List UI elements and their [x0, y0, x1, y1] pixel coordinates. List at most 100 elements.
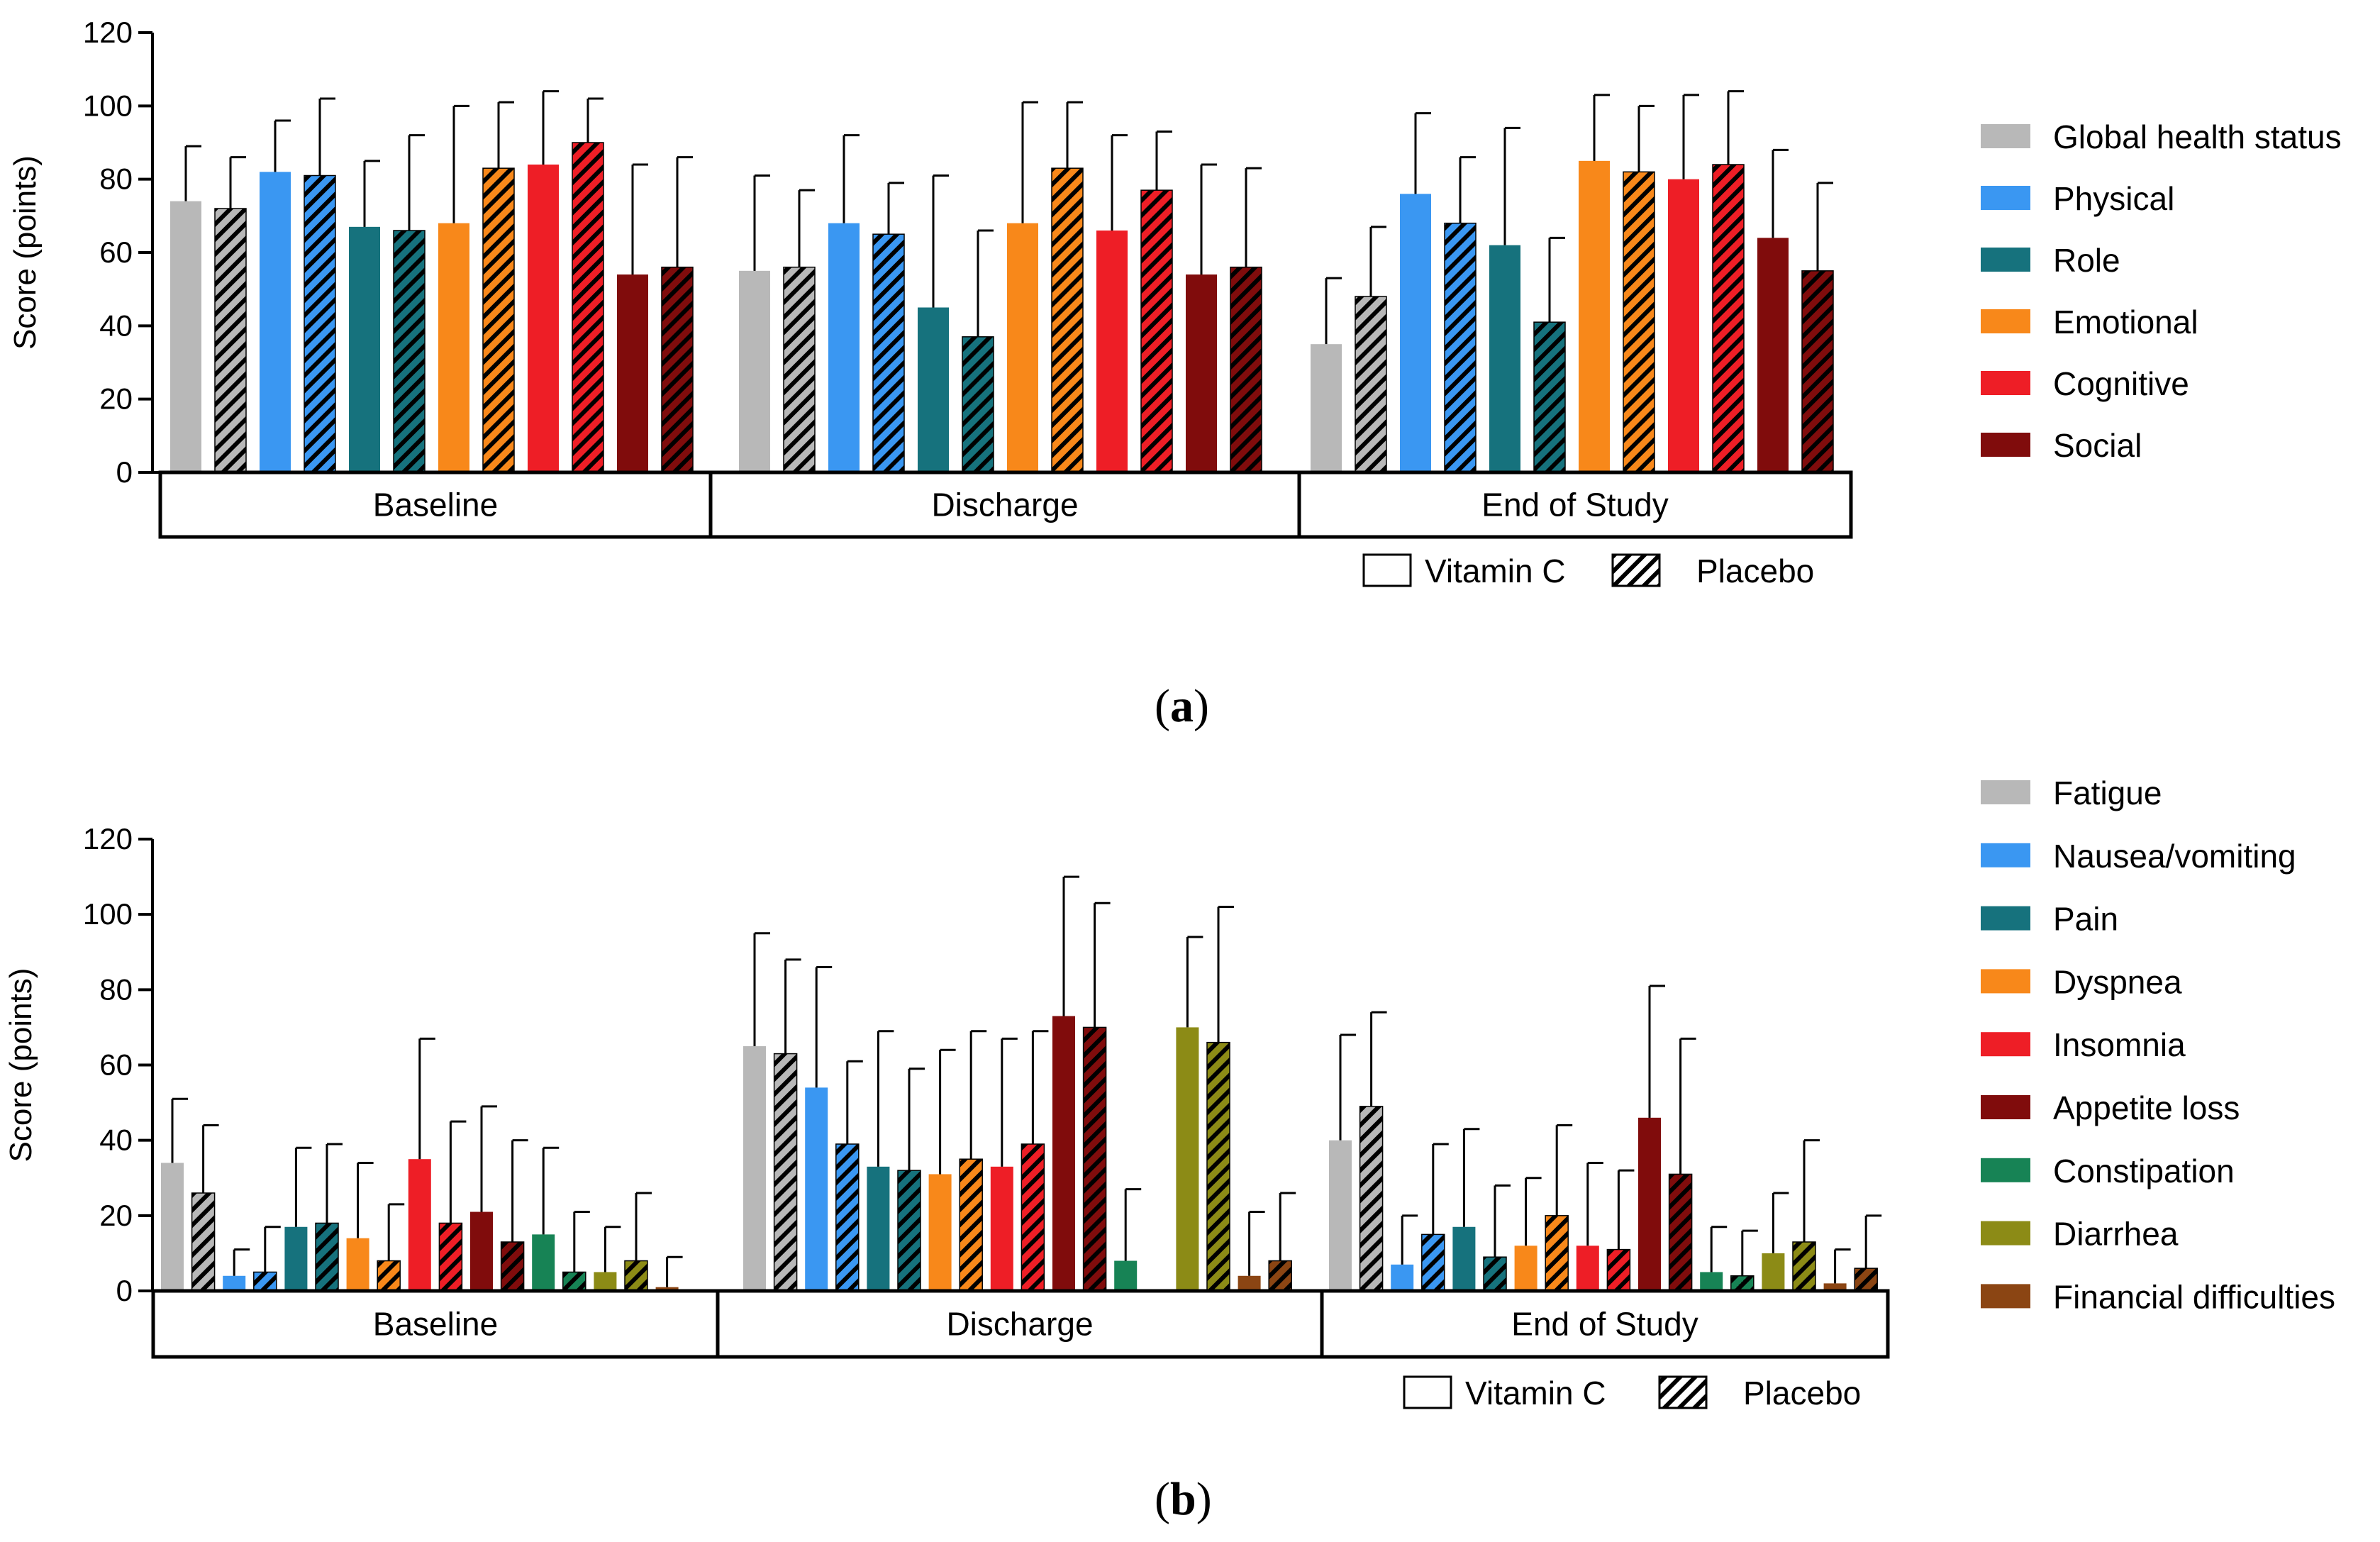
legend-label-nausea-vomiting: Nausea/vomiting — [2053, 838, 2296, 875]
panel-label-b: (b) — [1155, 1473, 1212, 1525]
bar-constipation-vitamin-c-end-of-study — [1700, 1272, 1723, 1291]
bar-nausea-vomiting-placebo-discharge — [835, 1143, 860, 1292]
group-label-box — [158, 470, 1853, 539]
bar-physical-vitamin-c-discharge — [828, 223, 860, 472]
legend-swatch-social — [1981, 433, 2030, 457]
bar-global-health-status-placebo-end-of-study — [1355, 296, 1387, 473]
y-tick-label: 40 — [99, 309, 133, 342]
bar-constipation-placebo-baseline — [562, 1271, 586, 1292]
bar-emotional-vitamin-c-baseline — [438, 223, 469, 472]
bar-financial-difficulties-vitamin-c-discharge — [1238, 1275, 1261, 1291]
bar-social-vitamin-c-end-of-study — [1757, 238, 1789, 472]
bar-role-placebo-baseline — [393, 230, 426, 473]
group-label-discharge: Discharge — [946, 1306, 1093, 1343]
y-tick-label: 80 — [99, 972, 133, 1006]
bar-fatigue-vitamin-c-baseline — [161, 1163, 184, 1291]
y-tick-label: 0 — [116, 455, 133, 489]
bar-dyspnea-placebo-end-of-study — [1545, 1215, 1569, 1292]
bar-cognitive-placebo-end-of-study — [1712, 164, 1745, 473]
bar-global-health-status-vitamin-c-baseline — [170, 201, 201, 472]
bar-cognitive-vitamin-c-discharge — [1096, 231, 1128, 472]
legend-label-fatigue: Fatigue — [2053, 775, 2162, 811]
bar-physical-placebo-discharge — [872, 233, 905, 473]
bar-constipation-vitamin-c-baseline — [532, 1234, 555, 1291]
y-tick-label: 20 — [99, 382, 133, 416]
bar-appetite-loss-vitamin-c-discharge — [1052, 1016, 1075, 1291]
bar-cognitive-placebo-baseline — [572, 142, 604, 473]
bar-financial-difficulties-placebo-discharge — [1268, 1260, 1292, 1292]
panel-label-a: (a) — [1155, 680, 1209, 732]
bar-financial-difficulties-vitamin-c-baseline — [655, 1287, 679, 1291]
legend-label-social: Social — [2053, 427, 2142, 464]
legend-swatch-fatigue — [1981, 780, 2030, 804]
legend-swatch-constipation — [1981, 1158, 2030, 1182]
bar-social-vitamin-c-baseline — [617, 274, 648, 472]
bar-diarrhea-vitamin-c-discharge — [1176, 1027, 1199, 1291]
legend-label-placebo: Placebo — [1743, 1375, 1861, 1411]
y-tick-label: 80 — [99, 162, 133, 196]
y-tick-label: 120 — [83, 822, 133, 855]
group-label-baseline: Baseline — [373, 487, 498, 523]
y-tick-label: 0 — [116, 1274, 133, 1307]
bar-pain-placebo-baseline — [315, 1222, 339, 1292]
legend-label-appetite-loss: Appetite loss — [2053, 1089, 2240, 1126]
bar-global-health-status-placebo-baseline — [214, 208, 247, 473]
legend-label-global-health-status: Global health status — [2053, 118, 2342, 155]
bar-emotional-placebo-baseline — [482, 167, 515, 473]
legend-swatch-placebo — [1611, 553, 1661, 587]
bar-financial-difficulties-placebo-end-of-study — [1854, 1268, 1878, 1292]
y-tick-label: 60 — [99, 1048, 133, 1082]
group-label-end-of-study: End of Study — [1511, 1306, 1698, 1343]
legend-label-vitamin-c: Vitamin C — [1425, 553, 1566, 589]
bar-physical-vitamin-c-baseline — [260, 172, 291, 473]
legend-label-constipation: Constipation — [2053, 1153, 2235, 1189]
legend-label-physical: Physical — [2053, 180, 2174, 217]
bar-cognitive-vitamin-c-end-of-study — [1668, 179, 1699, 472]
y-tick-label: 100 — [83, 89, 133, 122]
bar-role-placebo-discharge — [962, 336, 994, 473]
bar-global-health-status-vitamin-c-discharge — [739, 270, 770, 472]
legend-swatch-financial-difficulties — [1981, 1284, 2030, 1309]
bar-social-placebo-end-of-study — [1801, 270, 1834, 473]
bar-diarrhea-placebo-baseline — [624, 1260, 648, 1292]
legend-swatch-dyspnea — [1981, 969, 2030, 994]
legend-swatch-nausea-vomiting — [1981, 843, 2030, 867]
bar-insomnia-vitamin-c-end-of-study — [1576, 1246, 1599, 1291]
bar-diarrhea-vitamin-c-baseline — [594, 1272, 617, 1291]
group-label-baseline: Baseline — [373, 1306, 498, 1343]
bar-emotional-vitamin-c-discharge — [1007, 223, 1038, 472]
chart-panel-a: 0 20 40 60 80 100 120 Score (points) Baseline Dis… — [8, 16, 2342, 589]
legend-swatch-role — [1981, 248, 2030, 272]
bar-fatigue-placebo-baseline — [191, 1192, 216, 1292]
bar-cognitive-vitamin-c-baseline — [528, 165, 559, 472]
bar-global-health-status-vitamin-c-end-of-study — [1311, 344, 1342, 472]
bar-physical-vitamin-c-end-of-study — [1400, 194, 1431, 472]
legend-label-dyspnea: Dyspnea — [2053, 963, 2182, 1000]
bar-nausea-vomiting-placebo-baseline — [253, 1271, 277, 1292]
bar-dyspnea-vitamin-c-end-of-study — [1514, 1246, 1537, 1291]
y-tick-label: 20 — [99, 1199, 133, 1232]
chart-panel-b: 0 20 40 60 80 100 120 Score (points) Baseline Dis… — [4, 775, 2335, 1411]
bar-social-vitamin-c-discharge — [1186, 274, 1217, 472]
group-label-end-of-study: End of Study — [1481, 487, 1668, 523]
bar-global-health-status-placebo-discharge — [783, 266, 816, 473]
bar-fatigue-placebo-end-of-study — [1359, 1106, 1384, 1292]
legend-label-diarrhea: Diarrhea — [2053, 1216, 2179, 1253]
bar-dyspnea-placebo-baseline — [377, 1260, 401, 1292]
group-label-box — [151, 1289, 1890, 1359]
legend-label-cognitive: Cognitive — [2053, 365, 2189, 402]
bar-social-placebo-discharge — [1230, 266, 1262, 473]
bar-nausea-vomiting-vitamin-c-baseline — [223, 1275, 246, 1291]
y-tick-label: 100 — [83, 897, 133, 931]
bar-pain-vitamin-c-baseline — [284, 1226, 308, 1291]
y-tick-label: 60 — [99, 235, 133, 269]
legend-label-emotional: Emotional — [2053, 304, 2198, 340]
y-axis-title: Score (points) — [8, 155, 43, 350]
bar-diarrhea-vitamin-c-end-of-study — [1762, 1253, 1785, 1291]
bar-fatigue-placebo-discharge — [773, 1053, 798, 1292]
bar-appetite-loss-placebo-discharge — [1082, 1026, 1107, 1292]
bar-emotional-vitamin-c-end-of-study — [1579, 160, 1610, 473]
bar-constipation-vitamin-c-discharge — [1114, 1260, 1138, 1291]
bar-nausea-vomiting-vitamin-c-discharge — [805, 1087, 828, 1291]
bar-pain-vitamin-c-discharge — [867, 1166, 890, 1291]
